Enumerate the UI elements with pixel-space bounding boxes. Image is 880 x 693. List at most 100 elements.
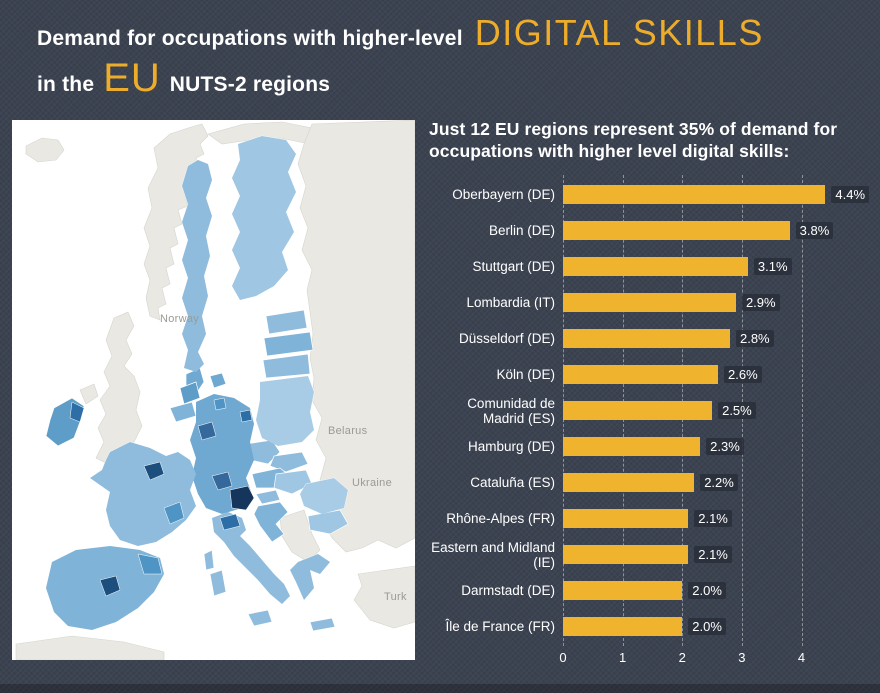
- chart-row: Comunidad de Madrid (ES) 2.5%: [429, 393, 873, 429]
- axis-tick-label: 3: [738, 649, 746, 665]
- bar-category-label: Düsseldorf (DE): [458, 331, 555, 347]
- bar: [563, 509, 689, 529]
- chart-row: Hamburg (DE) 2.3%: [429, 429, 873, 465]
- map-region-berlin: [239, 409, 253, 423]
- chart-row: Stuttgart (DE) 3.1%: [429, 249, 873, 285]
- bar-value-label: 2.2%: [700, 474, 738, 492]
- bar: [563, 545, 689, 565]
- bar-category-label: Comunidad de Madrid (ES): [467, 395, 555, 426]
- map-label-ukraine: Ukraine: [352, 477, 392, 489]
- bar-category-label: Berlin (DE): [488, 223, 555, 239]
- bar-category-label: Rhône-Alpes (FR): [446, 511, 555, 527]
- bar-chart: Oberbayern (DE) 4.4% Berlin (DE) 3.8% Stuttg…: [429, 174, 873, 668]
- bar-track: 2.9%: [563, 293, 873, 313]
- chart-x-axis: 0 1 2 3 4: [559, 649, 873, 668]
- map-region-cataluna: [137, 553, 163, 575]
- bar: [563, 257, 748, 277]
- gridline: [801, 174, 803, 646]
- infographic-header: Demand for occupations with higher-level…: [37, 12, 764, 101]
- footer-strip: [0, 684, 880, 693]
- map-region-turkey: [353, 565, 415, 629]
- bar-value-label: 3.8%: [795, 222, 834, 240]
- bar-category-label: Darmstadt (DE): [461, 583, 555, 599]
- axis-tick-label: 1: [619, 649, 627, 665]
- map-region-sicily: [247, 609, 273, 627]
- map-region-oberbayern: [229, 485, 255, 511]
- bar-value-label: 2.0%: [688, 582, 726, 600]
- chart-row: Berlin (DE) 3.8%: [429, 213, 873, 249]
- chart-row: Rhône-Alpes (FR) 2.1%: [429, 501, 873, 537]
- map-region-ile-de-france: [143, 461, 165, 481]
- map-dark-regions: [69, 397, 255, 597]
- bar-category-label: Stuttgart (DE): [472, 259, 555, 275]
- map-region-sardinia: [209, 569, 227, 597]
- bar-track: 2.8%: [563, 329, 873, 349]
- bar-track: 2.0%: [563, 581, 873, 601]
- bar-category-label: Cataluña (ES): [470, 475, 555, 491]
- chart-row: Île de France (FR) 2.0%: [429, 609, 873, 645]
- map-region-stuttgart: [211, 471, 233, 491]
- bar-value-label: 4.4%: [831, 186, 870, 204]
- map-label-turkey: Turk: [384, 591, 407, 603]
- bar-track: 4.4%: [563, 185, 873, 205]
- bar: [563, 185, 826, 205]
- bar-value-label: 2.8%: [735, 330, 774, 348]
- bar-value-label: 2.3%: [706, 438, 744, 456]
- bar: [563, 401, 713, 421]
- bar-category-label: Lombardia (IT): [466, 295, 555, 311]
- map-region-corsica: [203, 549, 215, 571]
- bar: [563, 293, 736, 313]
- bar-chart-panel: Just 12 EU regions represent 35% of dema…: [429, 118, 873, 668]
- bar-value-label: 2.9%: [741, 294, 780, 312]
- map-region-north-africa: [15, 635, 165, 660]
- axis-tick-label: 2: [678, 649, 686, 665]
- bar-category-label: Île de France (FR): [445, 619, 555, 635]
- map-label-norway: Norway: [160, 313, 199, 325]
- bar-category-label: Hamburg (DE): [467, 439, 555, 455]
- bar-category-label: Eastern and Midland (IE): [431, 539, 555, 570]
- map-label-belarus: Belarus: [328, 425, 368, 437]
- title-highlight-eu: EU: [103, 56, 161, 100]
- bar-track: 2.1%: [563, 509, 873, 529]
- map-region-slovakia: [269, 451, 309, 473]
- bar: [563, 221, 790, 241]
- chart-rows: Oberbayern (DE) 4.4% Berlin (DE) 3.8% Stuttg…: [429, 177, 873, 645]
- bar-track: 3.8%: [563, 221, 873, 241]
- chart-row: Cataluña (ES) 2.2%: [429, 465, 873, 501]
- bar-track: 2.3%: [563, 437, 873, 457]
- map-region-northern-ireland: [79, 383, 99, 405]
- chart-row: Eastern and Midland (IE) 2.1%: [429, 537, 873, 573]
- axis-tick-label: 0: [559, 649, 567, 665]
- map-region-nordrhein: [197, 421, 217, 441]
- bar-value-label: 3.1%: [753, 258, 792, 276]
- bar-value-label: 2.1%: [694, 546, 732, 564]
- title-line-2: in the EU NUTS-2 regions: [37, 56, 764, 101]
- title-text: in the: [37, 73, 95, 96]
- title-line-1: Demand for occupations with higher-level…: [37, 12, 764, 54]
- map-non-eu-land: [15, 120, 415, 660]
- map-region-denmark-isles: [209, 372, 227, 389]
- map-region-madrid: [99, 575, 121, 597]
- chart-title: Just 12 EU regions represent 35% of dema…: [429, 119, 838, 162]
- map-region-bulgaria: [307, 509, 349, 535]
- map-region-lithuania: [262, 353, 311, 379]
- map-region-latvia: [263, 331, 314, 357]
- map-region-lombardia: [219, 513, 241, 531]
- map-region-eastern-europe: [297, 120, 415, 553]
- bar-track: 2.1%: [563, 545, 873, 565]
- map-region-croatia: [253, 501, 289, 543]
- bar: [563, 365, 719, 385]
- title-highlight-digital-skills: DIGITAL SKILLS: [474, 12, 764, 53]
- bar: [563, 617, 683, 637]
- title-text: Demand for occupations with higher-level: [37, 27, 463, 50]
- chart-row: Lombardia (IT) 2.9%: [429, 285, 873, 321]
- bar-track: 2.2%: [563, 473, 873, 493]
- map-region-dublin-eastern: [69, 401, 85, 423]
- chart-row: Darmstadt (DE) 2.0%: [429, 573, 873, 609]
- bar-track: 2.6%: [563, 365, 873, 385]
- bar-track: 2.5%: [563, 401, 873, 421]
- chart-row: Köln (DE) 2.6%: [429, 357, 873, 393]
- europe-nuts2-choropleth-map: Norway Belarus Ukraine Turk: [12, 120, 415, 660]
- map-region-crete: [309, 617, 336, 632]
- chart-row: Oberbayern (DE) 4.4%: [429, 177, 873, 213]
